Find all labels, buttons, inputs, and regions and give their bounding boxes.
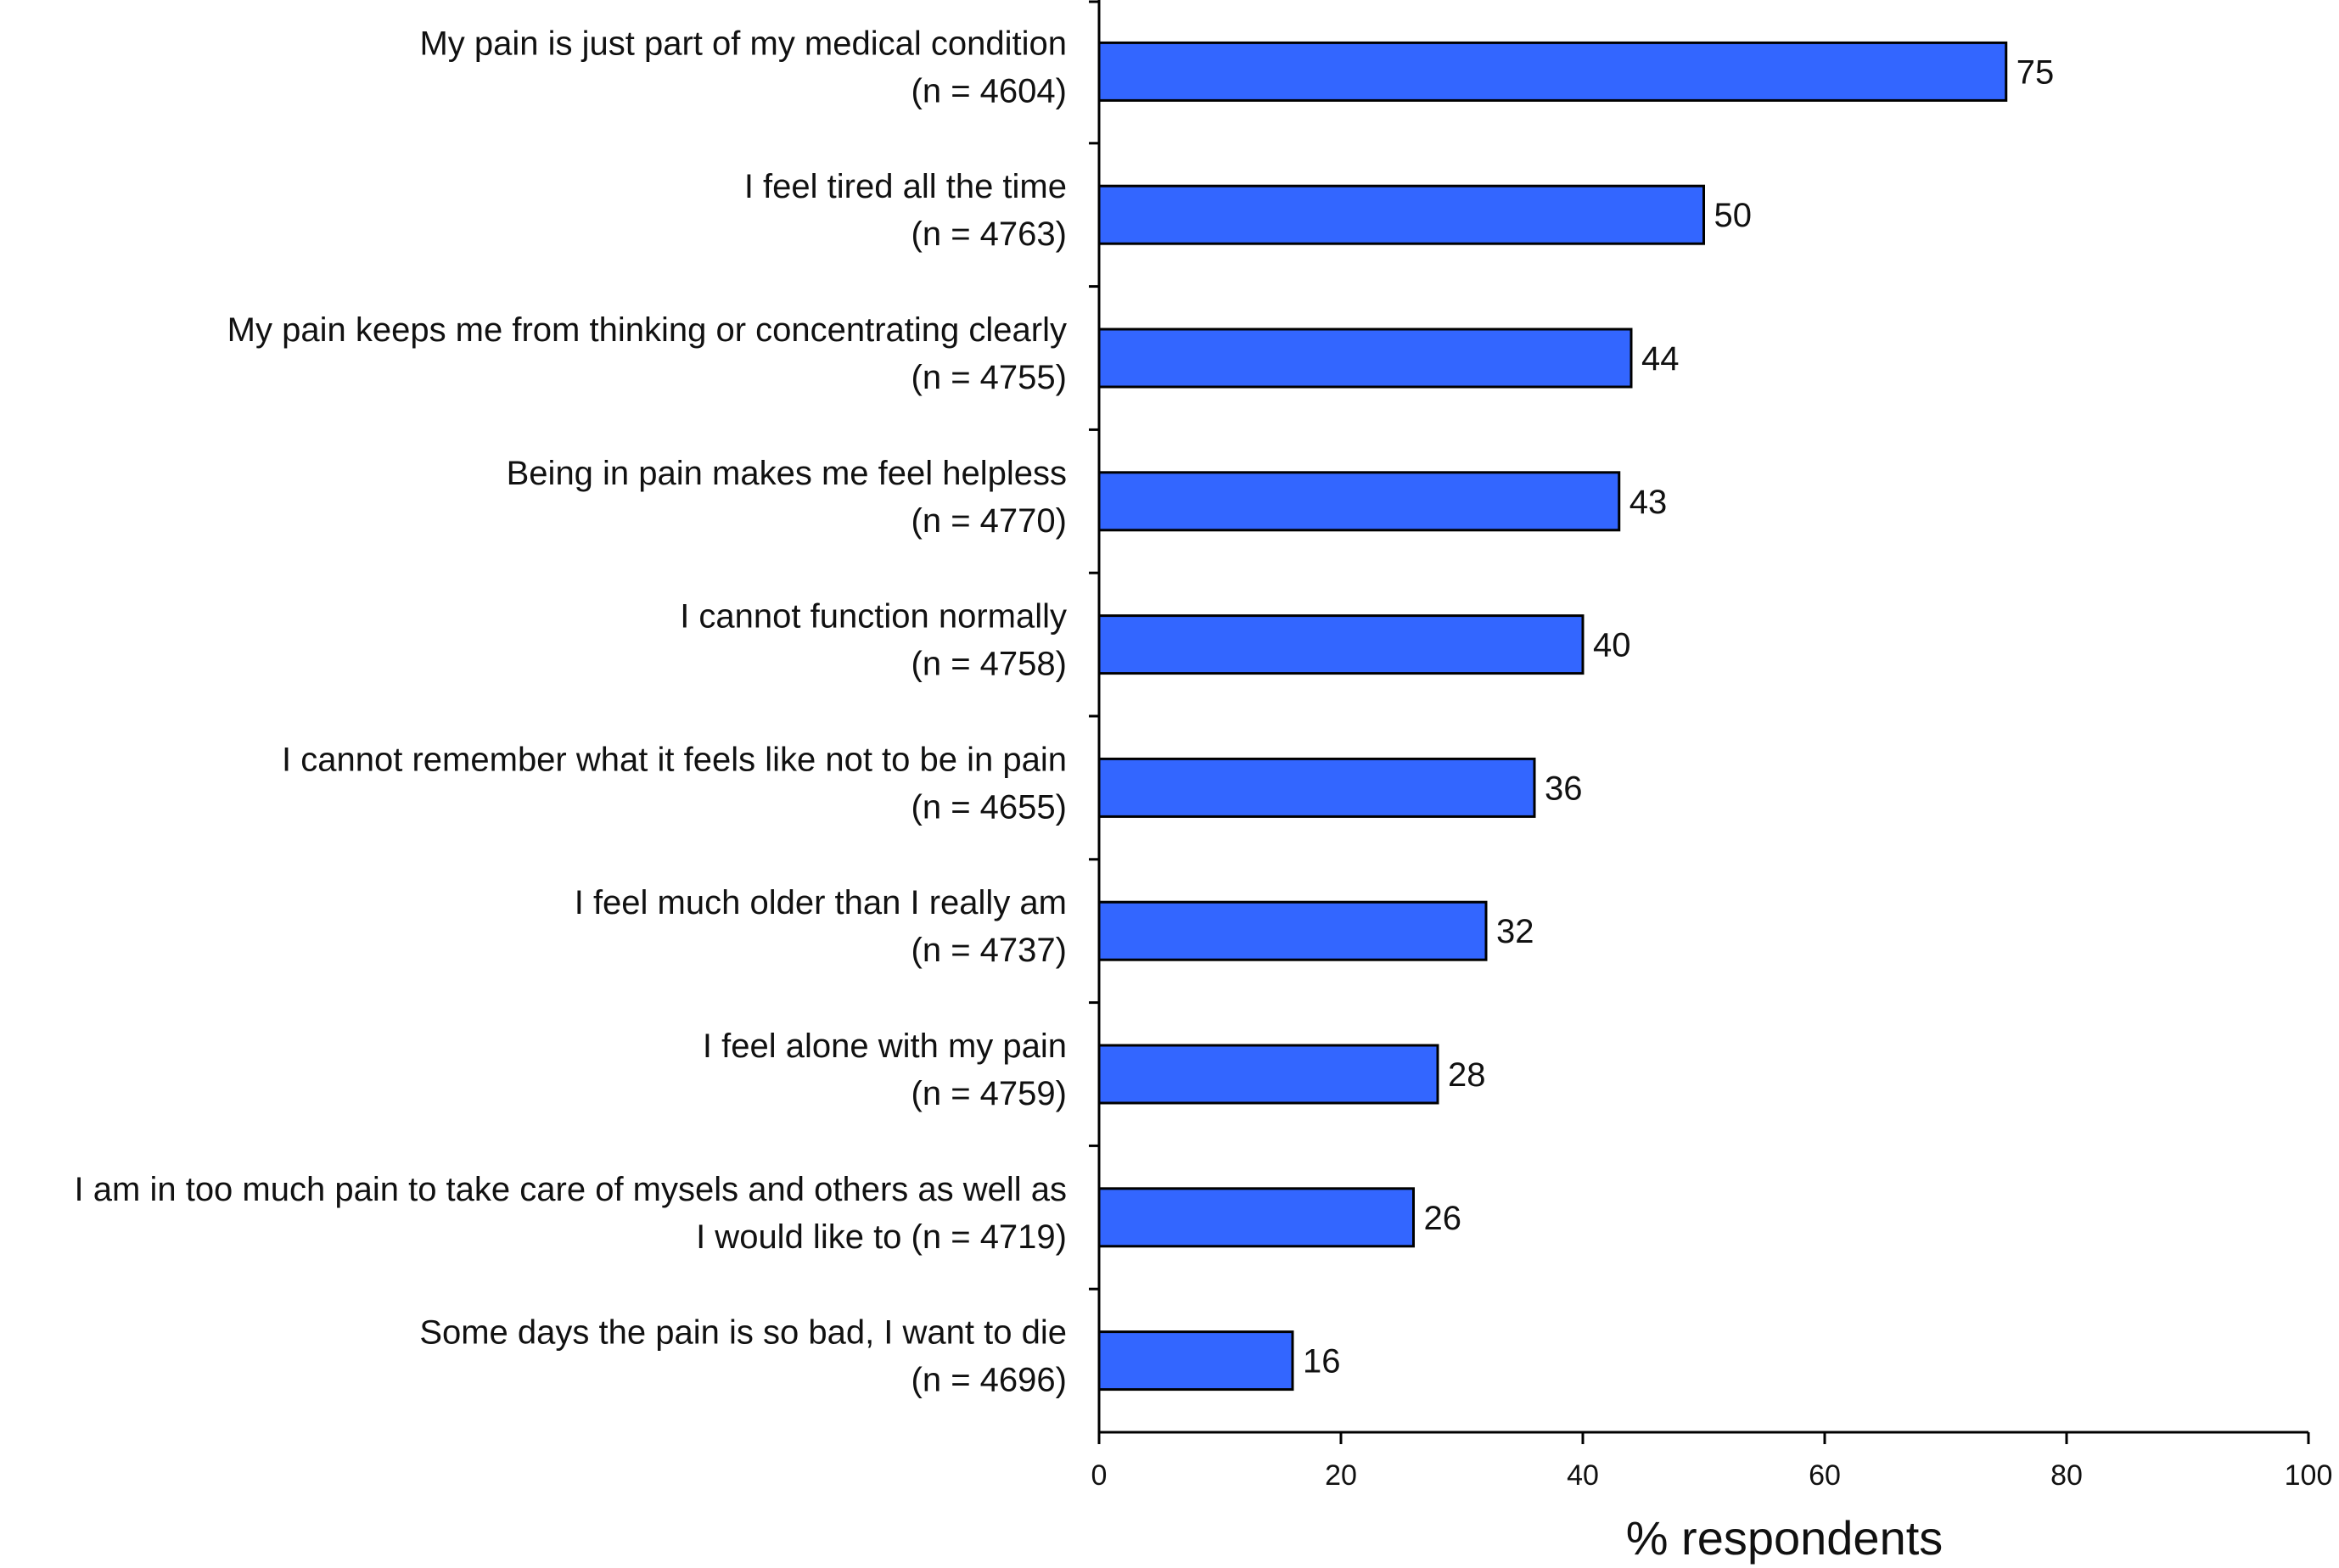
bar-value-label: 16 <box>1303 1343 1341 1380</box>
bar-value-label: 28 <box>1448 1056 1486 1094</box>
x-tick-label: 0 <box>1091 1459 1108 1492</box>
category-label: My pain is just part of my medical condi… <box>419 25 1067 62</box>
bar <box>1097 614 1585 675</box>
bars-layer: 75 50 44 43 40 36 32 28 26 16 <box>1097 41 2055 1392</box>
bar-value-label: 26 <box>1424 1200 1462 1237</box>
bar <box>1097 41 2008 102</box>
x-tick-label: 80 <box>2050 1459 2083 1492</box>
category-label: (n = 4604) <box>911 72 1067 109</box>
category-labels-layer: My pain is just part of my medical condi… <box>75 25 1067 1398</box>
x-tick-label: 100 <box>2285 1459 2333 1492</box>
category-label: I cannot function normally <box>680 598 1067 636</box>
bar <box>1097 1330 1294 1392</box>
category-label: (n = 4655) <box>911 788 1067 826</box>
category-label: (n = 4770) <box>911 502 1067 540</box>
category-label: (n = 4758) <box>911 646 1067 683</box>
category-label: (n = 4737) <box>911 932 1067 969</box>
category-label: I am in too much pain to take care of my… <box>75 1171 1067 1208</box>
bar <box>1097 184 1705 245</box>
x-axis-title: % respondents <box>1626 1511 1944 1565</box>
bar-value-label: 32 <box>1496 913 1534 950</box>
category-label: Being in pain makes me feel helpless <box>507 455 1067 492</box>
category-label: Some days the pain is so bad, I want to … <box>419 1314 1067 1352</box>
bar <box>1097 328 1633 389</box>
ticks-layer: 0 20 40 60 80 100 <box>1089 0 2333 1492</box>
bar <box>1097 471 1621 532</box>
category-label: I would like to (n = 4719) <box>696 1218 1067 1256</box>
category-label: I cannot remember what it feels like not… <box>282 741 1067 778</box>
bar <box>1097 900 1488 961</box>
x-tick-label: 20 <box>1325 1459 1357 1492</box>
bar-value-label: 43 <box>1629 484 1668 521</box>
x-tick-label: 60 <box>1809 1459 1841 1492</box>
category-label: I feel much older than I really am <box>575 884 1067 921</box>
bar <box>1097 1187 1415 1248</box>
bar-value-label: 75 <box>2016 53 2055 91</box>
category-label: (n = 4696) <box>911 1362 1067 1399</box>
category-label: I feel alone with my pain <box>703 1028 1067 1065</box>
category-label: (n = 4763) <box>911 216 1067 253</box>
bar-value-label: 40 <box>1593 627 1631 664</box>
bar-value-label: 44 <box>1641 340 1680 378</box>
bar <box>1097 757 1536 818</box>
x-tick-label: 40 <box>1567 1459 1599 1492</box>
category-label: My pain keeps me from thinking or concen… <box>227 311 1067 349</box>
category-label: I feel tired all the time <box>744 168 1067 205</box>
bar-value-label: 36 <box>1545 770 1583 807</box>
category-label: (n = 4759) <box>911 1075 1067 1112</box>
bar <box>1097 1044 1439 1105</box>
bar-value-label: 50 <box>1714 197 1753 234</box>
category-label: (n = 4755) <box>911 359 1067 396</box>
